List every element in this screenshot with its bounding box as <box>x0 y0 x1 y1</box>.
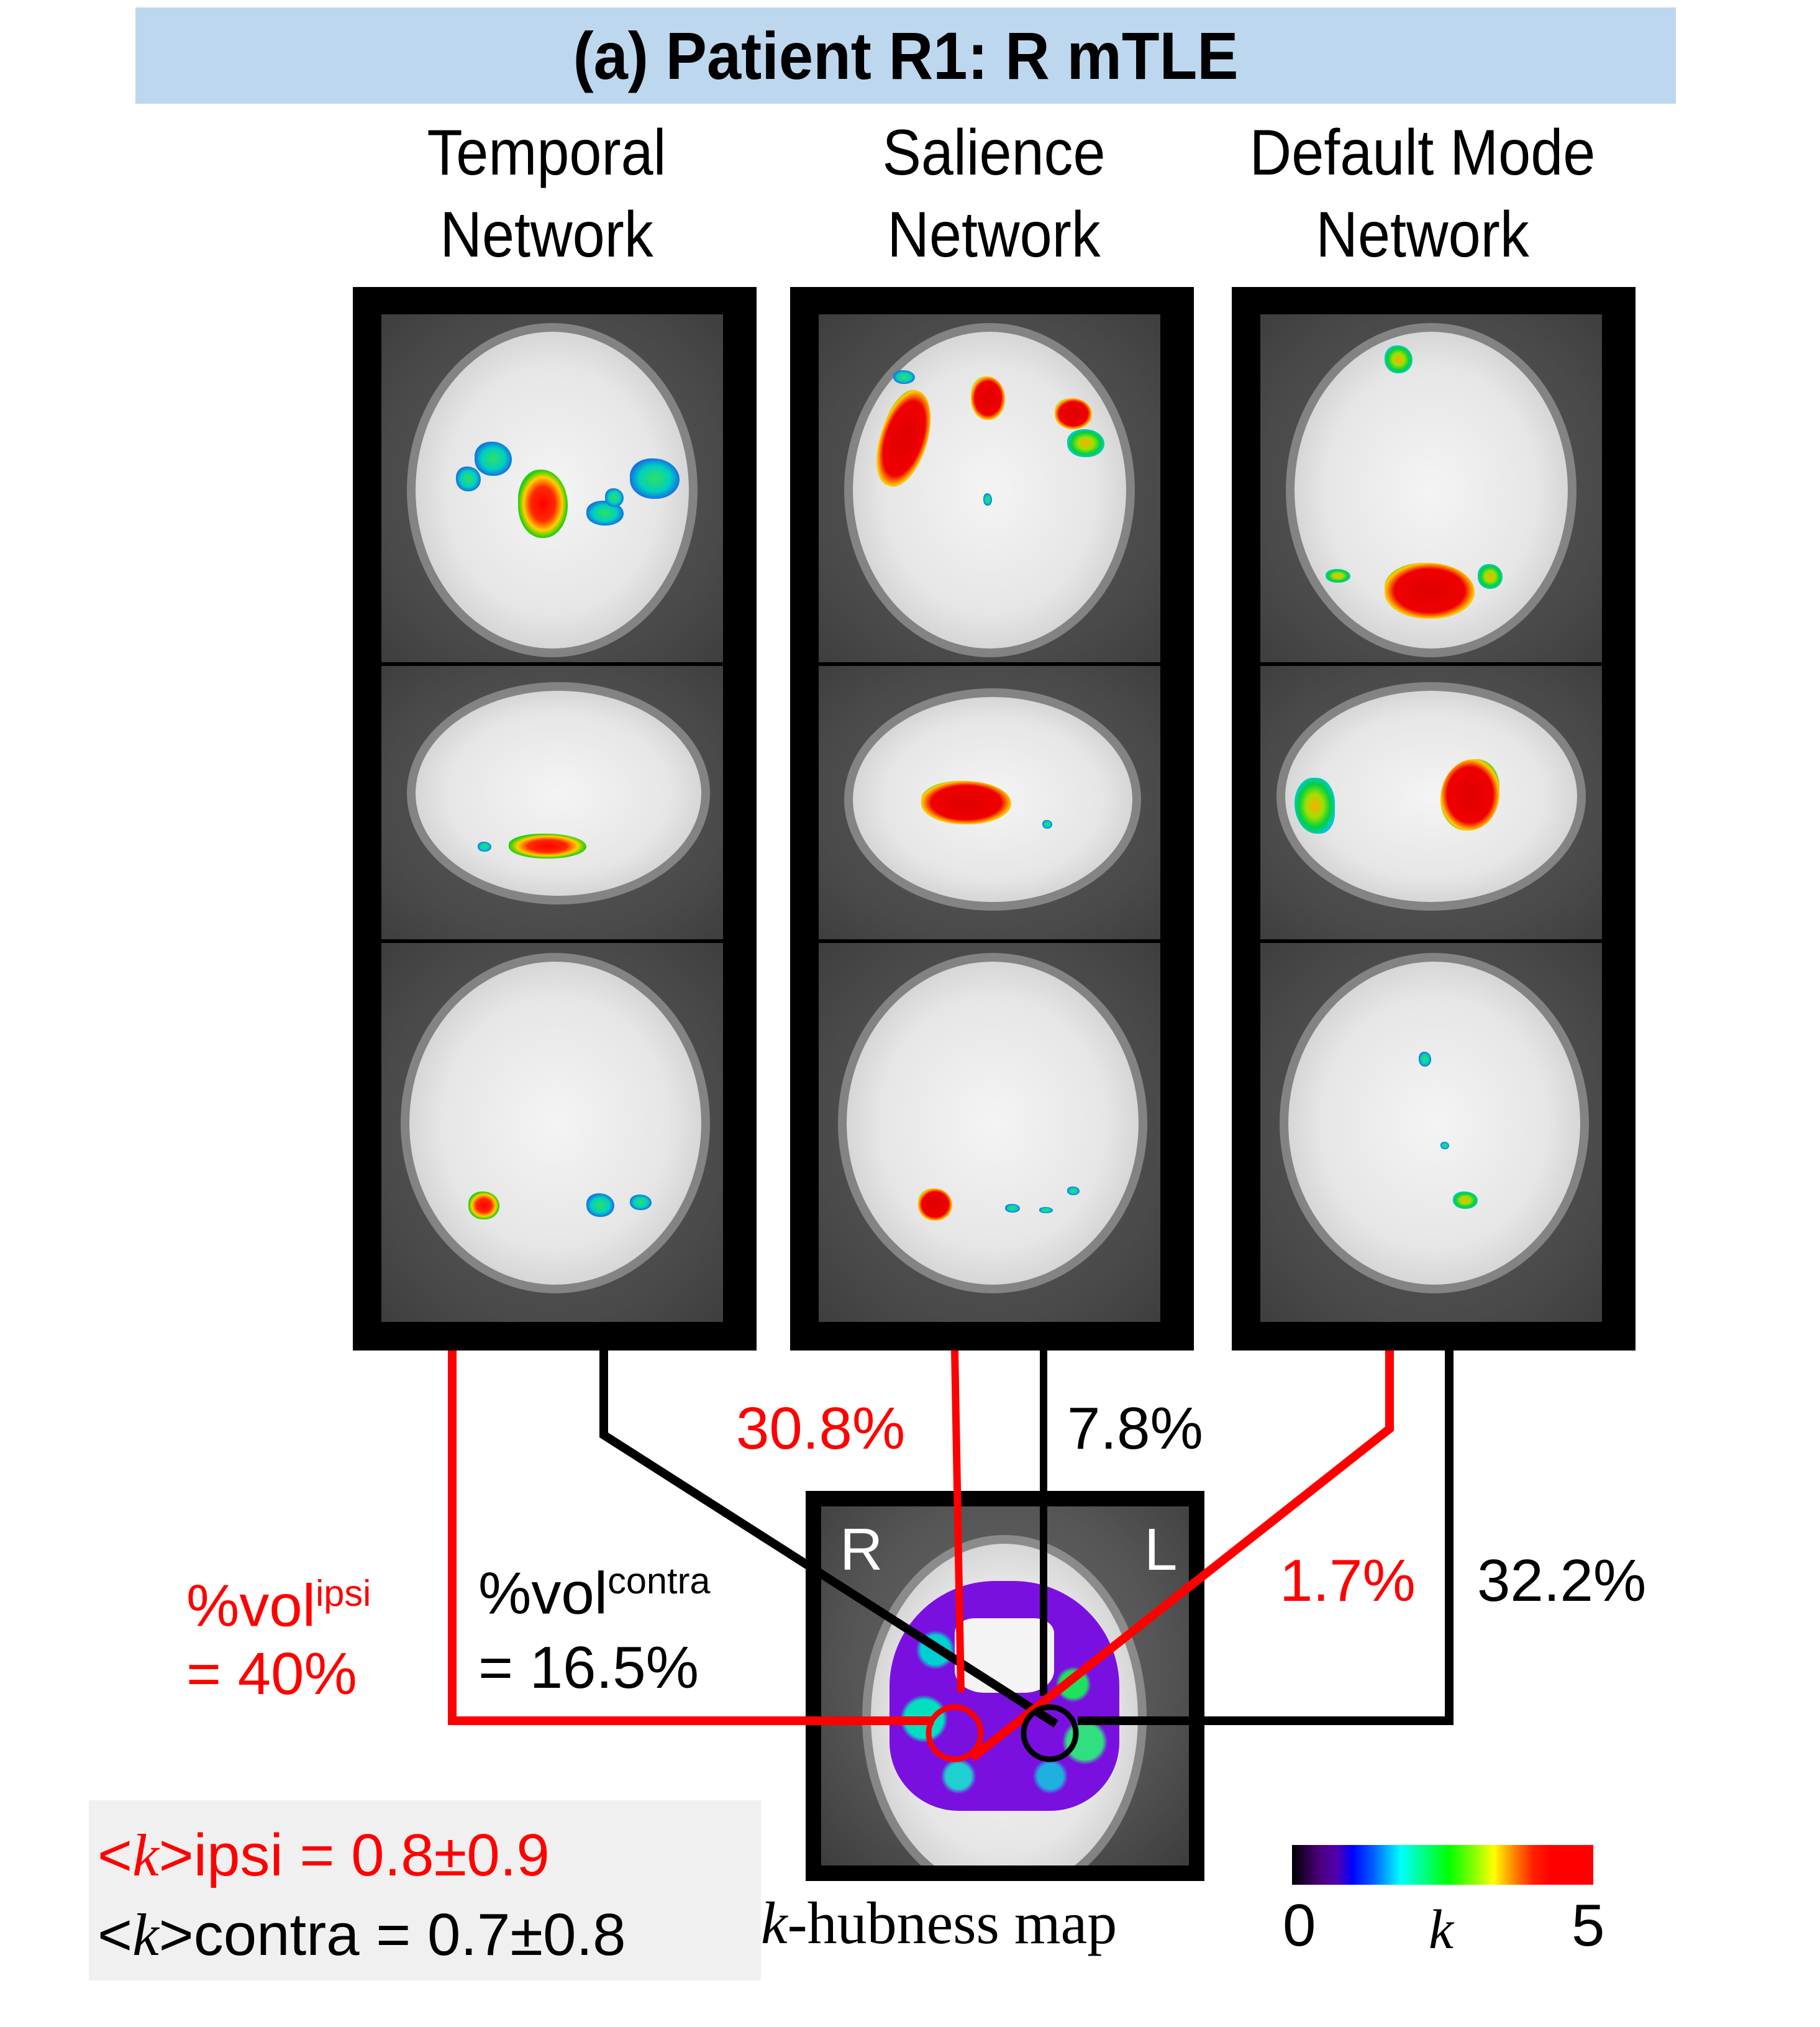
salience-contra-pct: 7.8% <box>1067 1395 1203 1462</box>
salience-coronal-slice <box>819 943 1160 1322</box>
temporal-coronal-slice <box>381 943 723 1322</box>
k-hubness-map-panel: R L <box>806 1491 1204 1881</box>
colorbar-variable-label: k <box>1429 1899 1454 1961</box>
salience-title-line1: Salience <box>882 117 1106 189</box>
dmn-title-line1: Default Mode <box>1249 117 1596 189</box>
k-hubness-map-caption: k-hubness map <box>761 1890 1117 1956</box>
dmn-sagittal-slice <box>1260 666 1602 939</box>
figure-title: (a) Patient R1: R mTLE <box>573 18 1239 93</box>
temporal-title-line1: Temporal <box>427 117 667 189</box>
dmn-title-line2: Network <box>1316 199 1529 271</box>
temporal-network-title: Temporal Network <box>368 112 726 276</box>
salience-sagittal-slice <box>819 666 1160 939</box>
temporal-contra-value: = 16.5% <box>478 1634 699 1701</box>
dmn-contra-pct: 32.2% <box>1477 1547 1647 1614</box>
salience-axial-slice <box>819 314 1160 662</box>
salience-title-line2: Network <box>887 199 1101 271</box>
salience-network-title: Salience Network <box>815 112 1173 276</box>
default-mode-network-panel <box>1232 287 1636 1351</box>
salience-network-panel <box>790 287 1194 1351</box>
temporal-title-line2: Network <box>440 199 653 271</box>
mean-k-contra: <k>contra = 0.7±0.8 <box>98 1902 626 1968</box>
mean-k-stats-box: <k>ipsi = 0.8±0.9 <k>contra = 0.7±0.8 <box>89 1800 761 1980</box>
temporal-contra-label: %volcontra <box>478 1560 711 1627</box>
temporal-network-panel <box>353 287 757 1351</box>
orientation-left-label: L <box>1144 1516 1178 1583</box>
k-colorbar <box>1292 1845 1593 1885</box>
temporal-axial-slice <box>381 314 723 662</box>
colorbar-max-label: 5 <box>1572 1892 1605 1959</box>
default-mode-network-title: Default Mode Network <box>1221 112 1624 276</box>
dmn-ipsi-pct: 1.7% <box>1280 1547 1416 1614</box>
orientation-right-label: R <box>840 1516 883 1583</box>
dmn-axial-slice <box>1260 314 1602 662</box>
temporal-ipsi-value: = 40% <box>186 1641 357 1707</box>
title-banner: (a) Patient R1: R mTLE <box>135 7 1676 104</box>
salience-ipsi-pct: 30.8% <box>736 1395 906 1462</box>
temporal-ipsi-label: %volipsi <box>186 1572 371 1639</box>
colorbar-min-label: 0 <box>1283 1892 1316 1959</box>
dmn-coronal-slice <box>1260 943 1602 1322</box>
temporal-sagittal-slice <box>381 666 723 939</box>
mean-k-ipsi: <k>ipsi = 0.8±0.9 <box>98 1822 550 1888</box>
